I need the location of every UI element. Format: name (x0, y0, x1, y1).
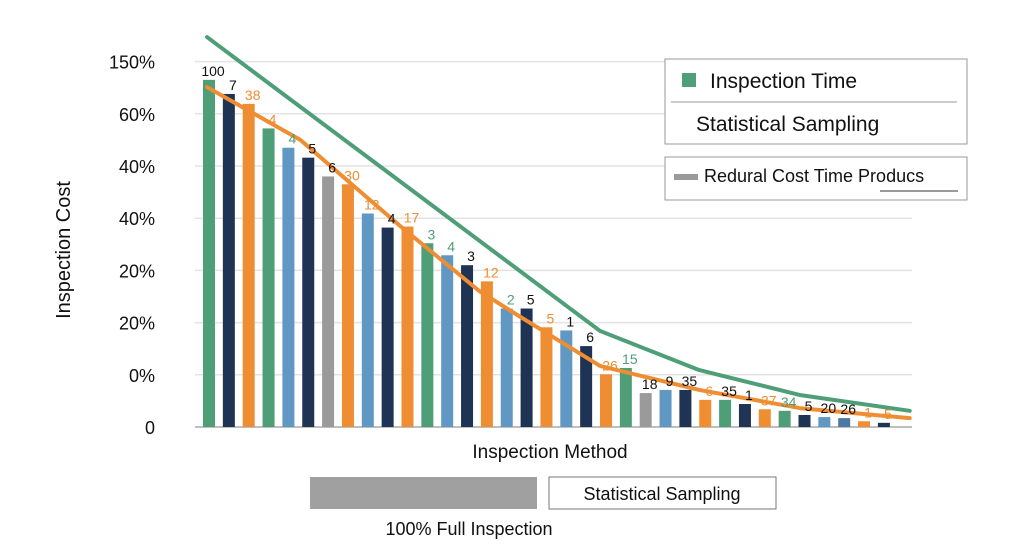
bar (877, 422, 890, 427)
legend-swatch-redural-cost (674, 174, 698, 180)
bar (361, 213, 374, 427)
bar-label: 6 (328, 159, 336, 175)
bars (203, 79, 890, 428)
trend-lines (205, 35, 912, 421)
bar (322, 176, 335, 427)
bar (262, 128, 275, 427)
bar-label: 26 (840, 401, 856, 417)
bar (461, 265, 474, 427)
bar-label: 12 (483, 264, 499, 280)
bar (480, 281, 493, 427)
bar (639, 393, 652, 427)
bar (600, 374, 612, 427)
bar (282, 147, 295, 428)
bar-label: 7 (229, 77, 237, 93)
y-tick-label: 40% (119, 157, 155, 177)
y-axis-ticks: 0 0% 20% 20% 40% 40% 60% 150% (109, 53, 155, 438)
legend-box-1: Inspection Time Statistical Sampling (664, 58, 968, 145)
statistical-sampling-label: Statistical Sampling (583, 484, 740, 504)
bar (738, 404, 751, 427)
y-tick-label: 60% (119, 105, 155, 125)
legend-item-inspection-time: Inspection Time (710, 70, 857, 93)
bar-label: 5 (884, 406, 892, 422)
y-tick-label: 0 (145, 418, 155, 438)
bar (381, 227, 394, 427)
bar (580, 346, 593, 427)
bar-label: 4 (388, 211, 396, 227)
bar (401, 226, 414, 427)
bar-label: 5 (805, 398, 813, 414)
bar (441, 255, 454, 427)
bar-label: 20 (821, 400, 837, 416)
bar (838, 418, 851, 427)
bar-label: 35 (682, 373, 698, 389)
bar (500, 308, 513, 427)
bar (719, 399, 732, 427)
bar (619, 368, 632, 427)
legend-subtitle-statistical-sampling: Statistical Sampling (696, 113, 879, 136)
bar-label: 26 (602, 357, 618, 373)
bar-label: 5 (527, 292, 535, 308)
lower-trend-line (205, 85, 912, 421)
bar-label: 3 (427, 226, 435, 242)
x-axis-title: Inspection Method (472, 442, 627, 463)
bar (858, 421, 871, 427)
bar (560, 330, 573, 427)
y-tick-label: 0% (129, 366, 155, 386)
bar-label: 37 (761, 392, 777, 408)
bar-label: 1 (745, 387, 753, 403)
full-inspection-label: 100% Full Inspection (385, 519, 552, 539)
full-inspection-bar (310, 477, 537, 509)
y-tick-label: 20% (119, 261, 155, 281)
bar (798, 414, 811, 427)
y-tick-label: 150% (109, 53, 155, 73)
bar (222, 93, 235, 428)
legend-item-redural-cost: Redural Cost Time Producs (704, 166, 924, 186)
bar-label: 18 (642, 376, 658, 392)
statistical-sampling-box (548, 476, 777, 510)
y-tick-label: 40% (119, 209, 155, 229)
legend-swatch-inspection-time (682, 73, 696, 87)
bar-label: 1 (566, 313, 574, 329)
bar-label: 38 (245, 87, 261, 103)
bar (659, 389, 672, 427)
bar-label: 100 (201, 63, 225, 79)
bar-label: 6 (586, 329, 594, 345)
bar (421, 243, 434, 427)
bar (242, 103, 255, 428)
bar (302, 157, 315, 427)
bar (203, 79, 215, 428)
bar (758, 409, 771, 427)
bar-label: 9 (666, 373, 674, 389)
bar-label: 4 (289, 131, 297, 147)
bar-label: 4 (269, 111, 277, 127)
bar (699, 399, 712, 427)
bar-label: 12 (364, 197, 380, 213)
gridlines (195, 60, 912, 376)
y-tick-label: 20% (119, 314, 155, 334)
bar-label: 2 (507, 292, 515, 308)
bar-label: 5 (308, 141, 316, 157)
bar (540, 327, 553, 427)
bar-label: 30 (344, 167, 360, 183)
bar-label: 35 (721, 383, 737, 399)
bar-label: 15 (622, 351, 638, 367)
bar-label: 34 (781, 394, 797, 410)
bar (818, 417, 831, 427)
bar (520, 308, 533, 427)
upper-trend-line (205, 35, 912, 413)
y-axis-title: Inspection Cost (53, 181, 75, 319)
legend-box-2: Redural Cost Time Producs (664, 156, 968, 201)
bar-label: 6 (705, 383, 713, 399)
bar (341, 184, 354, 427)
bar-label: 3 (467, 248, 475, 264)
bar (679, 389, 692, 427)
bar-label: 17 (404, 210, 420, 226)
bar-label: 4 (447, 238, 455, 254)
bar (778, 410, 791, 427)
bar-label: 5 (547, 310, 555, 326)
bar-label: 1 (864, 404, 872, 420)
